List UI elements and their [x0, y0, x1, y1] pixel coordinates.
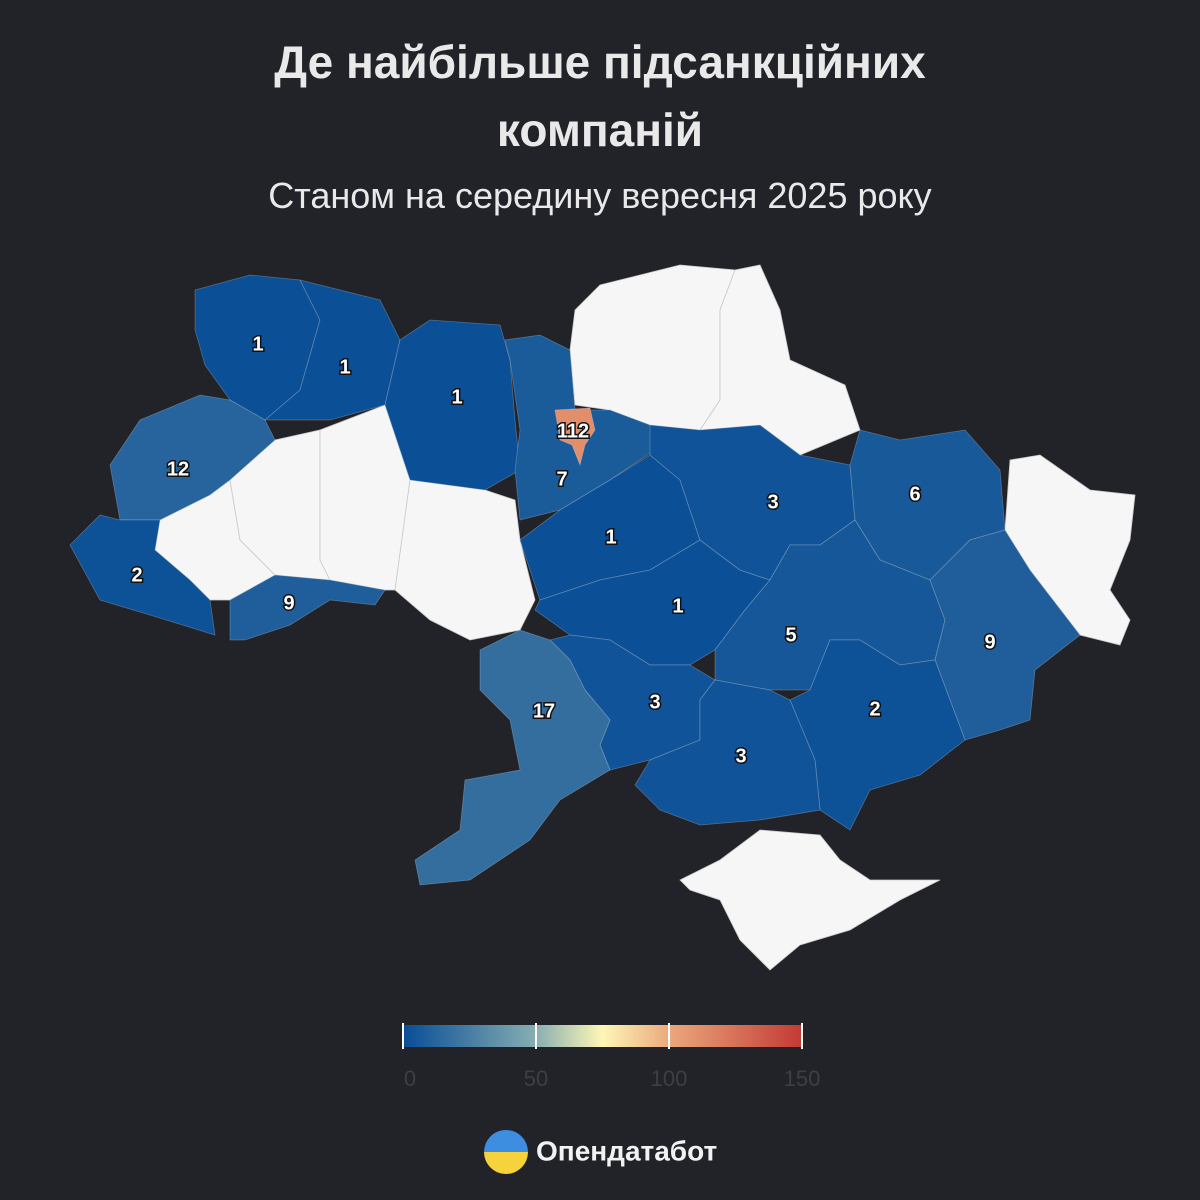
colorbar-tick-label: 0 — [404, 1066, 416, 1091]
region-value: 2 — [131, 564, 142, 586]
region-value: 17 — [533, 700, 555, 722]
region — [699, 264, 861, 456]
region-value: 9 — [283, 592, 294, 614]
title-line: компаній — [497, 104, 703, 156]
colorbar-tick-label: 100 — [651, 1066, 688, 1091]
region — [634, 679, 821, 826]
region-value: 12 — [167, 458, 189, 480]
region-value: 2 — [869, 698, 880, 720]
region-value: 6 — [909, 483, 920, 505]
region — [263, 279, 401, 421]
colorbar-tick-label: 150 — [784, 1066, 821, 1091]
brand: Опендатабот — [536, 1135, 717, 1166]
region — [554, 407, 596, 467]
title-line: Де найбільше підсанкційних — [274, 36, 926, 88]
region — [319, 404, 411, 591]
region — [1004, 454, 1136, 646]
colorbar-tick-label: 50 — [524, 1066, 548, 1091]
subtitle: Станом на середину вересня 2025 року — [268, 175, 931, 216]
region-value: 1 — [252, 333, 263, 355]
region-value: 1 — [672, 595, 683, 617]
region — [384, 319, 521, 491]
region — [414, 629, 611, 886]
title: Де найбільше підсанкційних компаній — [274, 36, 926, 156]
region — [69, 514, 216, 636]
region-value: 9 — [984, 631, 995, 653]
region-value: 3 — [767, 491, 778, 513]
region-value: 3 — [649, 691, 660, 713]
rated-regions — [69, 274, 1081, 886]
region-value: 1 — [605, 526, 616, 548]
region-value: 1 — [451, 386, 462, 408]
region — [229, 574, 386, 641]
region — [789, 639, 966, 831]
colorbar-ticks: 0 50 100 150 — [402, 1023, 821, 1091]
region-value: 7 — [556, 468, 567, 490]
region — [394, 479, 536, 641]
region-value: 3 — [735, 745, 746, 767]
region-value: 112 — [557, 420, 589, 442]
region — [679, 829, 941, 971]
colorbar — [403, 1025, 802, 1047]
unrated-regions — [154, 264, 1136, 971]
logo — [484, 1130, 528, 1174]
region-value: 1 — [339, 356, 350, 378]
region-value: 5 — [785, 624, 796, 646]
region — [569, 264, 736, 431]
